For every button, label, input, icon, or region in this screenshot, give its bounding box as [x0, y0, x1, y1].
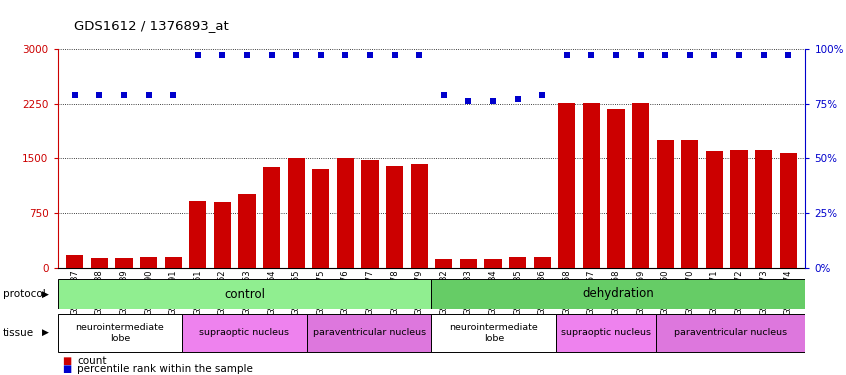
Text: ▶: ▶	[42, 328, 49, 338]
Bar	[730, 150, 748, 268]
Bar	[431, 314, 556, 352]
Point	[536, 92, 549, 98]
Point	[338, 53, 352, 58]
Point	[191, 53, 205, 58]
Bar	[182, 314, 307, 352]
Text: supraoptic nucleus: supraoptic nucleus	[200, 328, 289, 338]
Bar	[190, 201, 206, 268]
Text: supraoptic nucleus: supraoptic nucleus	[561, 328, 651, 338]
Text: ■: ■	[62, 364, 71, 374]
Text: ■: ■	[62, 356, 71, 366]
Point	[265, 53, 278, 58]
Bar	[485, 259, 502, 268]
Bar	[556, 314, 656, 352]
Point	[240, 53, 254, 58]
Bar	[681, 140, 699, 268]
Point	[707, 53, 721, 58]
Bar	[431, 279, 805, 309]
Text: GDS1612 / 1376893_at: GDS1612 / 1376893_at	[74, 19, 229, 32]
Point	[486, 98, 500, 104]
Point	[387, 53, 401, 58]
Point	[68, 92, 81, 98]
Bar	[91, 258, 108, 268]
Bar	[263, 167, 280, 268]
Point	[683, 53, 696, 58]
Point	[216, 53, 229, 58]
Point	[585, 53, 598, 58]
Bar	[214, 202, 231, 268]
Point	[363, 53, 376, 58]
Bar	[307, 314, 431, 352]
Text: neurointermediate
lobe: neurointermediate lobe	[75, 323, 164, 342]
Point	[560, 53, 574, 58]
Bar	[312, 169, 329, 268]
Text: ▶: ▶	[42, 290, 49, 298]
Text: paraventricular nucleus: paraventricular nucleus	[312, 328, 426, 338]
Bar	[755, 150, 772, 268]
Point	[511, 96, 525, 102]
Bar	[410, 164, 428, 268]
Bar	[239, 194, 255, 268]
Text: count: count	[77, 356, 107, 366]
Point	[757, 53, 771, 58]
Point	[732, 53, 745, 58]
Point	[658, 53, 672, 58]
Point	[609, 53, 623, 58]
Bar	[361, 160, 378, 268]
Text: protocol: protocol	[3, 289, 46, 299]
Bar	[164, 257, 182, 268]
Bar	[607, 110, 624, 268]
Text: dehydration: dehydration	[583, 288, 654, 300]
Point	[118, 92, 131, 98]
Bar	[509, 257, 526, 268]
Bar	[632, 103, 649, 268]
Bar	[656, 314, 805, 352]
Bar	[558, 103, 575, 268]
Text: paraventricular nucleus: paraventricular nucleus	[674, 328, 787, 338]
Bar	[435, 259, 453, 268]
Point	[437, 92, 451, 98]
Point	[412, 53, 426, 58]
Point	[782, 53, 795, 58]
Bar	[706, 151, 723, 268]
Point	[289, 53, 303, 58]
Bar	[337, 159, 354, 268]
Text: control: control	[224, 288, 265, 300]
Point	[314, 53, 327, 58]
Bar	[288, 159, 305, 268]
Bar	[779, 153, 797, 268]
Bar	[386, 166, 404, 268]
Bar	[66, 255, 84, 268]
Bar	[583, 103, 600, 268]
Bar	[58, 314, 182, 352]
Bar	[115, 258, 133, 268]
Bar	[140, 257, 157, 268]
Point	[142, 92, 156, 98]
Point	[167, 92, 180, 98]
Bar	[656, 140, 673, 268]
Text: percentile rank within the sample: percentile rank within the sample	[77, 364, 253, 374]
Text: tissue: tissue	[3, 328, 34, 338]
Point	[92, 92, 106, 98]
Text: neurointermediate
lobe: neurointermediate lobe	[449, 323, 538, 342]
Bar	[459, 259, 477, 268]
Bar	[58, 279, 431, 309]
Point	[634, 53, 647, 58]
Bar	[534, 257, 551, 268]
Point	[462, 98, 475, 104]
